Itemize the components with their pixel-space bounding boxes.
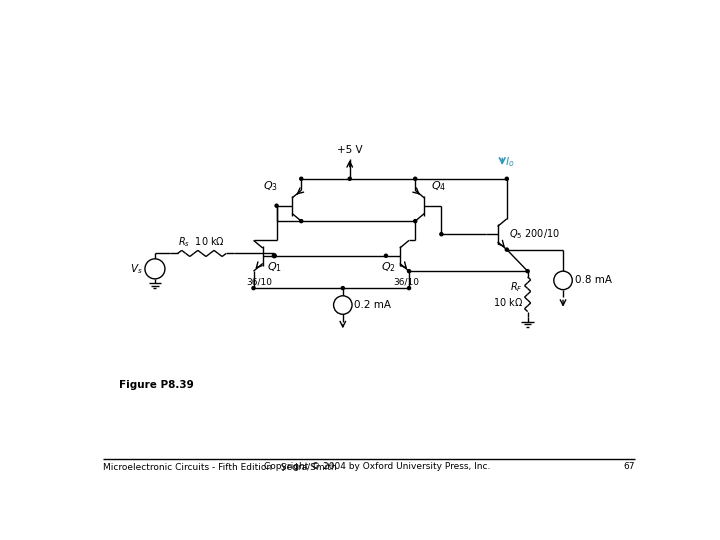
Text: Figure P8.39: Figure P8.39 [119,380,194,390]
Text: $Q_3$: $Q_3$ [263,180,278,193]
Text: $Q_5$ 200/10: $Q_5$ 200/10 [509,227,560,241]
Circle shape [440,233,443,236]
Text: $I_o$: $I_o$ [505,155,515,168]
Circle shape [505,177,508,180]
Text: $V_s$: $V_s$ [130,262,143,276]
Circle shape [272,254,276,258]
Circle shape [408,269,410,273]
Text: +5 V: +5 V [337,145,363,155]
Text: $R_s$  10 k$\Omega$: $R_s$ 10 k$\Omega$ [179,235,225,249]
Text: $Q_2$: $Q_2$ [381,260,396,274]
Circle shape [275,204,278,207]
Text: −: − [150,268,160,278]
Circle shape [348,177,351,180]
Text: 67: 67 [623,462,634,471]
Circle shape [414,220,417,222]
Text: +: + [151,261,159,271]
Circle shape [273,254,276,257]
Text: Copyright © 2004 by Oxford University Press, Inc.: Copyright © 2004 by Oxford University Pr… [264,462,490,471]
Text: $R_F$
10 k$\Omega$: $R_F$ 10 k$\Omega$ [493,280,523,308]
Circle shape [384,254,387,257]
Circle shape [408,287,410,289]
Circle shape [333,296,352,314]
Circle shape [414,177,417,180]
Text: 0.2 mA: 0.2 mA [354,300,392,310]
Circle shape [526,269,529,273]
Text: Microelectronic Circuits - Fifth Edition   Sedra/Smith: Microelectronic Circuits - Fifth Edition… [104,462,337,471]
Text: 0.8 mA: 0.8 mA [575,275,611,286]
Circle shape [505,248,508,251]
Text: $Q_1$: $Q_1$ [266,260,282,274]
Circle shape [554,271,572,289]
Circle shape [300,220,303,222]
Circle shape [341,287,344,289]
Text: 36/10: 36/10 [247,278,273,286]
Circle shape [300,177,303,180]
Text: $Q_4$: $Q_4$ [431,180,446,193]
Circle shape [145,259,165,279]
Text: 36/10: 36/10 [393,278,419,286]
Circle shape [252,287,255,289]
